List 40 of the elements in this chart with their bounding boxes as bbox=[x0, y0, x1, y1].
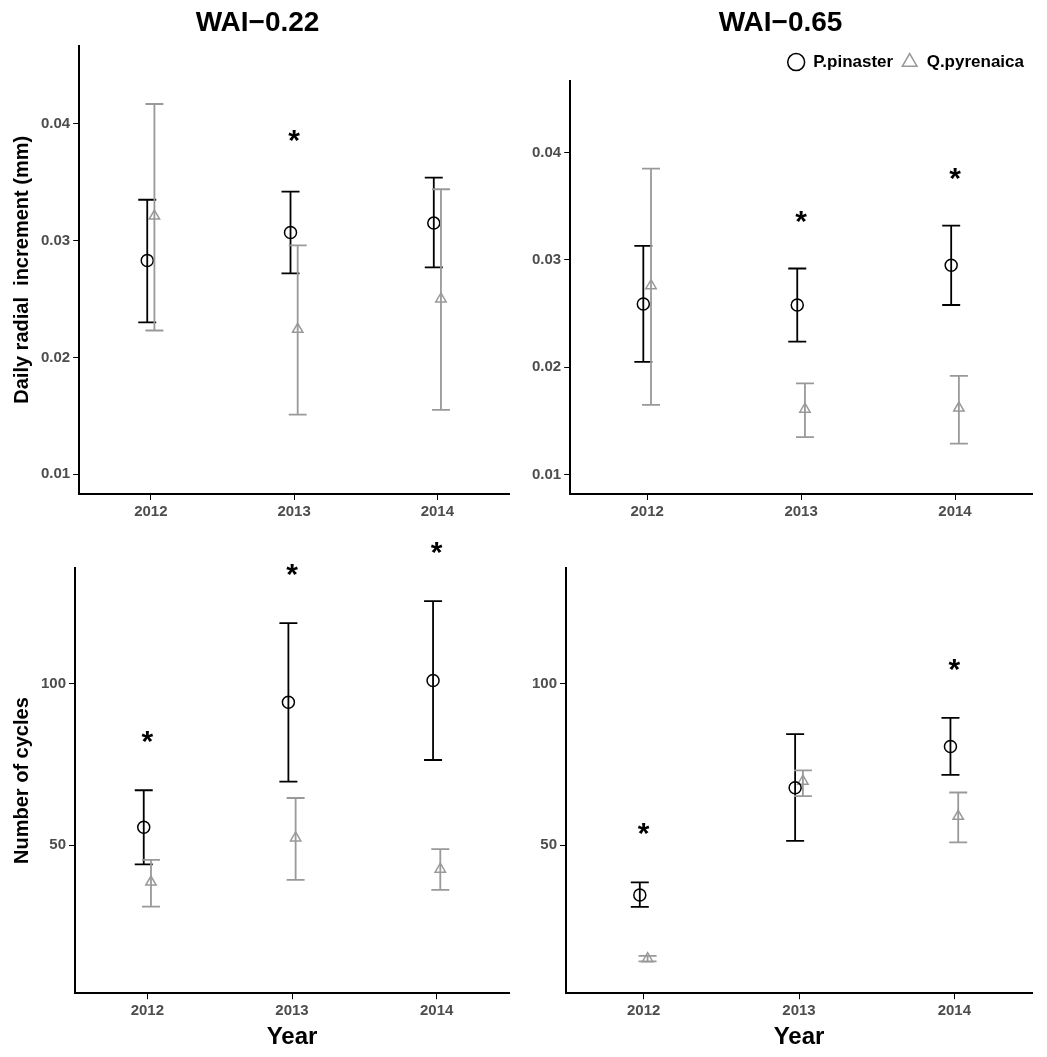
x-tick-label: 2012 bbox=[630, 502, 664, 520]
y-tick-label: 0.04 bbox=[40, 113, 71, 131]
y-axis-title: Number of cycles bbox=[9, 697, 32, 864]
y-tick-label: 0.01 bbox=[531, 464, 562, 482]
y-tick-label: 0.03 bbox=[531, 250, 562, 268]
annotation: * bbox=[795, 204, 808, 238]
y-tick-label: 100 bbox=[41, 674, 67, 692]
x-tick-label: 2014 bbox=[420, 502, 455, 520]
annotation: * bbox=[637, 816, 650, 850]
y-tick-label: 0.02 bbox=[40, 347, 71, 365]
annotation: * bbox=[141, 724, 154, 758]
x-tick-label: 2014 bbox=[937, 1001, 972, 1019]
y-tick-label: 0.04 bbox=[531, 142, 562, 160]
x-tick-label: 2013 bbox=[275, 1001, 309, 1019]
annotation: * bbox=[949, 161, 962, 195]
y-tick-label: 100 bbox=[532, 674, 558, 692]
legend-label: P.pinaster bbox=[813, 51, 894, 71]
annotation: * bbox=[286, 557, 299, 591]
x-axis-title: Year bbox=[773, 1022, 825, 1050]
legend-label: Q.pyrenaica bbox=[926, 51, 1025, 71]
x-tick-label: 2012 bbox=[134, 502, 168, 520]
y-tick-label: 0.03 bbox=[40, 230, 71, 248]
x-tick-label: 2012 bbox=[627, 1001, 661, 1019]
y-tick-label: 50 bbox=[540, 835, 558, 853]
annotation: * bbox=[948, 651, 961, 685]
annotation: * bbox=[288, 122, 301, 156]
chart-title: WAI−0.22 bbox=[195, 5, 320, 37]
y-tick-label: 0.02 bbox=[531, 357, 562, 375]
x-tick-label: 2014 bbox=[419, 1001, 455, 1019]
x-axis-title: Year bbox=[266, 1022, 318, 1050]
annotation: * bbox=[430, 535, 443, 569]
y-axis-title: Daily radial increment (mm) bbox=[9, 135, 32, 404]
x-tick-label: 2014 bbox=[938, 502, 973, 520]
chart-title: WAI−0.65 bbox=[718, 5, 843, 37]
y-tick-label: 50 bbox=[49, 835, 67, 853]
x-tick-label: 2012 bbox=[130, 1001, 165, 1019]
x-tick-label: 2013 bbox=[277, 502, 311, 520]
x-tick-label: 2013 bbox=[782, 1001, 816, 1019]
x-tick-label: 2013 bbox=[784, 502, 818, 520]
y-tick-label: 0.01 bbox=[40, 464, 71, 482]
